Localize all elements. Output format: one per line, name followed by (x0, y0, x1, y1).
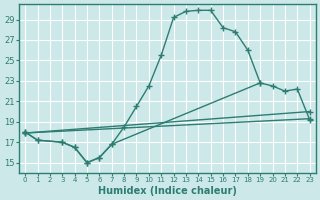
X-axis label: Humidex (Indice chaleur): Humidex (Indice chaleur) (98, 186, 237, 196)
